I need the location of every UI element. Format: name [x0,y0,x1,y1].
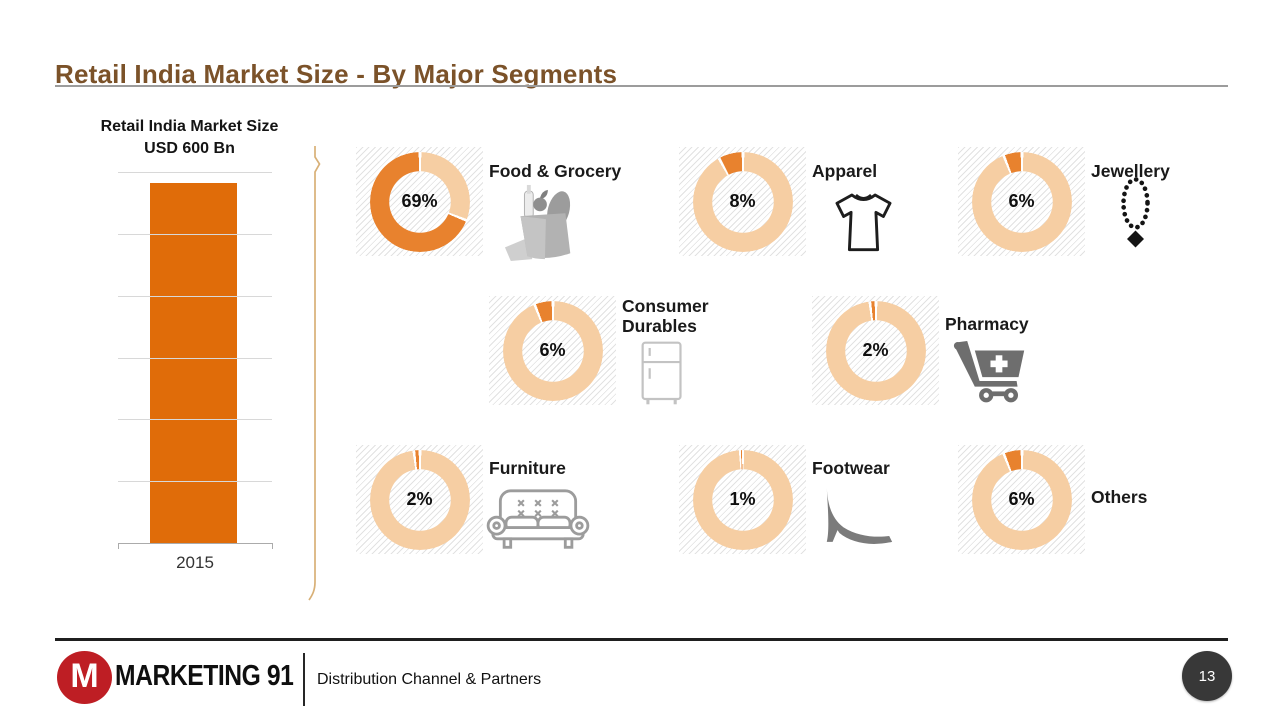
donut-chart [692,151,793,252]
donut-chart [502,300,603,401]
footer-divider-line [55,638,1228,641]
segment-label: Consumer Durables [622,296,709,337]
segment-icon [818,487,898,544]
segment-icon [485,488,591,552]
bar-chart-title-line2: USD 600 Bn [144,139,235,157]
axis-tick [272,543,273,549]
page-number: 13 [1198,667,1216,685]
segment-apparel: 8% Apparel [679,147,999,256]
brace-connector [308,146,321,601]
segment-consumer-durables: 6% Consumer Durables [489,296,809,405]
donut-percent-label: 2% [862,340,889,360]
tshirt-icon [835,193,892,252]
segment-others: 6% Others [958,445,1278,554]
pharmacy-cart-icon [953,341,1025,403]
segment-pharmacy: 2% Pharmacy [812,296,1132,405]
bar-2015 [150,183,237,543]
footer-vertical-divider [303,653,305,706]
segment-label: Others [1091,487,1148,507]
logo-m-letter: M [70,657,99,695]
donut-hatch-panel [812,296,939,405]
donut-hatch-panel [489,296,616,405]
gridline [118,358,272,359]
donut-hatch-panel [356,445,483,554]
footer-subtitle: Distribution Channel & Partners [317,671,542,688]
bar-chart-title: Retail India Market Size USD 600 Bn [62,116,317,159]
donut-chart [369,449,470,550]
bar-plot [118,172,273,549]
page-number-badge: 13 [1182,651,1232,701]
fridge-icon [641,341,682,405]
logo-wordmark: MARKETING 91 [115,660,294,692]
x-axis-line [118,543,272,544]
segment-label: Footwear [812,458,890,478]
axis-tick [118,543,119,549]
gridline [118,234,272,235]
gridline [118,296,272,297]
donut-hatch-panel [679,445,806,554]
segment-info: Others [1091,445,1271,554]
donut-percent-label: 8% [729,191,756,211]
donut-chart [971,151,1072,252]
segment-label: Pharmacy [945,314,1029,334]
segment-food-grocery: 69% Food & Grocery [356,147,676,262]
marketing91-logo: M [57,651,112,704]
donut-hatch-panel [679,147,806,256]
page-title: Retail India Market Size - By Major Segm… [55,59,618,90]
segment-furniture: 2% Furniture [356,445,676,554]
sofa-icon [486,489,590,549]
x-axis-label-2015: 2015 [176,553,214,572]
gridline [118,419,272,420]
segment-jewellery: 6% Jewellery [958,147,1278,256]
donut-hatch-panel [356,147,483,256]
segment-label: Furniture [489,458,566,478]
donut-percent-label: 6% [539,340,566,360]
donut-percent-label: 6% [1008,191,1035,211]
bar-chart-title-line1: Retail India Market Size [100,118,279,135]
high-heel-icon [826,488,893,544]
donut-chart [971,449,1072,550]
segment-icon [952,337,1028,404]
segment-info: Furniture [486,445,669,554]
segment-info: Consumer Durables [622,296,802,405]
necklace-icon [1121,177,1150,248]
segment-label: Food & Grocery [489,161,622,181]
segment-label: Jewellery [1091,161,1170,181]
donut-chart [692,449,793,550]
segment-icon [1117,172,1154,257]
title-divider [55,85,1228,87]
segment-info: Jewellery [1091,147,1271,256]
segment-info: Footwear [812,445,992,554]
gridline [118,172,272,173]
gridline [118,481,272,482]
donut-hatch-panel [958,445,1085,554]
segment-footwear: 1% Footwear [679,445,999,554]
donut-percent-label: 6% [1008,489,1035,509]
segment-icon [830,190,897,253]
donut-hatch-panel [958,147,1085,256]
donut-chart [369,151,470,252]
segment-info: Apparel [812,147,992,256]
donut-percent-label: 69% [401,191,438,211]
grocery-bag-icon [504,184,571,262]
segment-icon [503,183,581,263]
segment-info: Pharmacy [945,296,1125,405]
donut-percent-label: 2% [406,489,433,509]
segment-info: Food & Grocery [489,147,669,262]
donut-percent-label: 1% [729,489,756,509]
segment-label: Apparel [812,161,878,181]
segment-icon [640,340,684,407]
donut-chart [825,300,926,401]
